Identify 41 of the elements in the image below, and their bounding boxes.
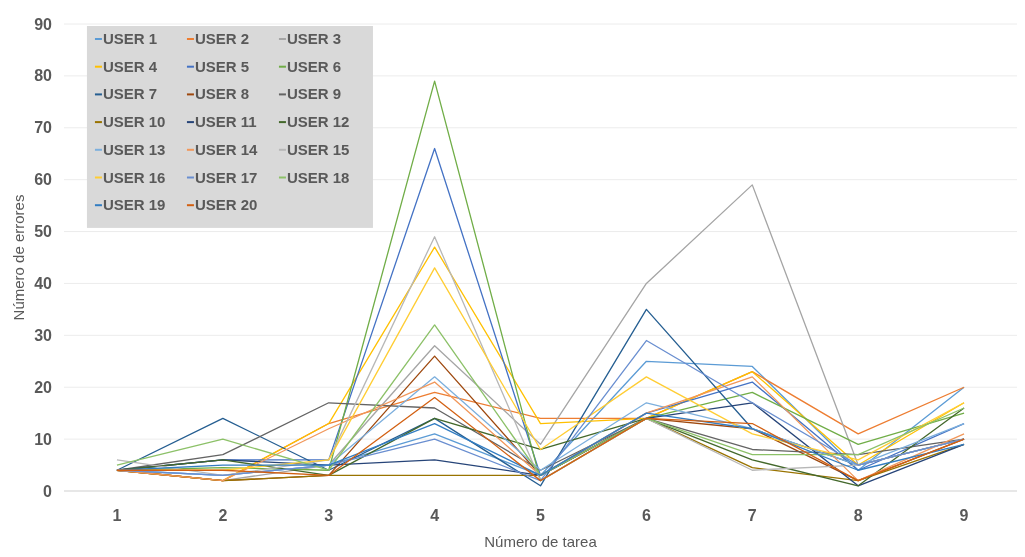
x-tick-label: 6 [641, 507, 651, 524]
legend-label: USER 1 [102, 30, 158, 47]
y-tick-label: 0 [43, 482, 53, 500]
legend-label: USER 16 [102, 168, 166, 186]
y-tick-label: 80 [34, 67, 53, 85]
legend-label: USER 5 [194, 57, 250, 75]
legend-label: USER 20 [194, 196, 258, 214]
legend-label: USER 19 [102, 196, 166, 214]
y-tick-label: 70 [34, 119, 53, 137]
x-tick-label: 4 [430, 507, 440, 524]
legend-label: USER 11 [194, 113, 257, 131]
legend-label: USER 13 [102, 140, 166, 158]
legend-label: USER 14 [194, 140, 259, 158]
x-tick-label: 3 [324, 507, 334, 524]
y-tick-label: 60 [34, 171, 53, 189]
legend-label: USER 18 [286, 168, 350, 186]
y-tick-label: 30 [34, 326, 53, 344]
x-tick-label: 1 [112, 507, 122, 524]
legend-label: USER 10 [102, 113, 166, 131]
x-tick-label: 5 [536, 507, 546, 524]
y-tick-label: 20 [34, 378, 53, 396]
legend-label: USER 12 [286, 113, 350, 131]
legend-label: USER 9 [286, 85, 342, 103]
legend-label: USER 17 [194, 168, 258, 186]
x-tick-label: 2 [218, 507, 228, 524]
y-tick-label: 90 [34, 15, 53, 33]
x-tick-label: 7 [747, 507, 757, 524]
y-tick-label: 10 [34, 430, 53, 448]
legend-label: USER 7 [102, 85, 158, 103]
legend-label: USER 2 [194, 30, 250, 47]
legend-label: USER 4 [102, 57, 158, 75]
y-tick-label: 50 [34, 223, 53, 241]
x-tick-label: 9 [959, 507, 969, 524]
x-tick-label: 8 [853, 507, 863, 524]
y-tick-label: 40 [34, 275, 53, 293]
legend-label: USER 6 [286, 57, 342, 75]
legend-label: USER 3 [286, 30, 342, 47]
y-axis-title: Número de errores [10, 194, 27, 321]
x-axis-title: Número de tarea [484, 533, 598, 550]
legend-label: USER 8 [194, 85, 250, 103]
legend-label: USER 15 [286, 140, 350, 158]
